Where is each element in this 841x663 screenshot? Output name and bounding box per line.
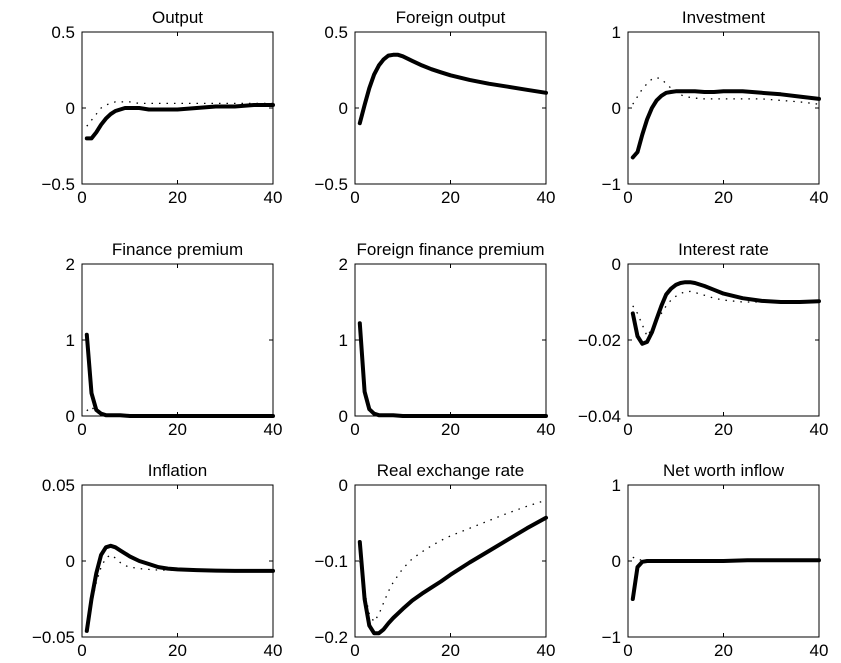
net-worth-inflow-ytick-label: −1 bbox=[602, 628, 621, 647]
inflation-solid-line bbox=[84, 543, 275, 633]
finance-premium-solid-line bbox=[84, 332, 275, 418]
inflation-ytick-label: −0.05 bbox=[32, 628, 75, 647]
interest-rate-xtick-label: 20 bbox=[714, 420, 733, 439]
interest-rate-ytick-label: −0.04 bbox=[578, 407, 621, 426]
finance-premium-ytick-label: 0 bbox=[66, 407, 75, 426]
investment-ytick-label: 0 bbox=[612, 99, 621, 118]
foreign-output-solid-line bbox=[357, 52, 548, 126]
output-solid-line bbox=[84, 103, 275, 141]
foreign-output-xtick-label: 0 bbox=[350, 188, 359, 207]
investment-xtick-label: 40 bbox=[810, 188, 829, 207]
investment-ytick-label: −1 bbox=[602, 175, 621, 194]
output-xtick-label: 40 bbox=[264, 188, 283, 207]
foreign-finance-premium-title: Foreign finance premium bbox=[356, 240, 544, 259]
foreign-output-title: Foreign output bbox=[396, 8, 506, 27]
foreign-finance-premium-ytick-label: 2 bbox=[339, 255, 348, 274]
panel-foreign-finance-premium: Foreign finance premium 0 20 40 0 1 2 bbox=[339, 240, 556, 439]
finance-premium-ytick-label: 2 bbox=[66, 255, 75, 274]
inflation-title: Inflation bbox=[148, 461, 208, 480]
foreign-output-ytick-label: 0 bbox=[339, 99, 348, 118]
interest-rate-title: Interest rate bbox=[678, 240, 769, 259]
real-exchange-rate-ytick-label: −0.2 bbox=[314, 628, 348, 647]
investment-solid-line bbox=[630, 89, 821, 160]
finance-premium-ytick-label: 1 bbox=[66, 331, 75, 350]
interest-rate-ytick-label: −0.02 bbox=[578, 331, 621, 350]
foreign-output-xtick-label: 20 bbox=[441, 188, 460, 207]
investment-axes-box bbox=[627, 31, 820, 185]
real-exchange-rate-solid-line bbox=[357, 515, 548, 636]
real-exchange-rate-xtick-label: 0 bbox=[350, 641, 359, 660]
investment-xtick-label: 20 bbox=[714, 188, 733, 207]
inflation-xtick-label: 40 bbox=[264, 641, 283, 660]
output-title: Output bbox=[152, 8, 203, 27]
real-exchange-rate-xtick-label: 40 bbox=[537, 641, 556, 660]
foreign-finance-premium-solid-line bbox=[357, 321, 548, 418]
net-worth-inflow-xtick-label: 20 bbox=[714, 641, 733, 660]
foreign-output-xtick-label: 40 bbox=[537, 188, 556, 207]
output-ytick-label: 0 bbox=[66, 99, 75, 118]
panel-finance-premium: Finance premium 0 20 40 0 1 2 bbox=[66, 240, 283, 439]
panel-real-exchange-rate: Real exchange rate 0 20 40 −0.2 −0.1 0 bbox=[314, 461, 555, 660]
inflation-ytick-label: 0.05 bbox=[42, 476, 75, 495]
net-worth-inflow-xtick-label: 40 bbox=[810, 641, 829, 660]
interest-rate-axes-box bbox=[627, 263, 820, 417]
foreign-output-ytick-label: 0.5 bbox=[324, 23, 348, 42]
inflation-ytick-label: 0 bbox=[66, 552, 75, 571]
net-worth-inflow-ytick-label: 1 bbox=[612, 476, 621, 495]
output-xtick-label: 0 bbox=[77, 188, 86, 207]
inflation-xtick-label: 20 bbox=[168, 641, 187, 660]
foreign-finance-premium-xtick-label: 0 bbox=[350, 420, 359, 439]
investment-xtick-label: 0 bbox=[623, 188, 632, 207]
foreign-finance-premium-xtick-label: 20 bbox=[441, 420, 460, 439]
net-worth-inflow-title: Net worth inflow bbox=[663, 461, 785, 480]
inflation-axes-box bbox=[81, 484, 274, 638]
interest-rate-ytick-label: 0 bbox=[612, 255, 621, 274]
net-worth-inflow-solid-line bbox=[630, 558, 821, 601]
real-exchange-rate-ytick-label: −0.1 bbox=[314, 552, 348, 571]
finance-premium-axes-box bbox=[81, 263, 274, 417]
interest-rate-xtick-label: 40 bbox=[810, 420, 829, 439]
real-exchange-rate-axes-box bbox=[354, 484, 547, 638]
output-ytick-label: 0.5 bbox=[51, 23, 75, 42]
foreign-finance-premium-ytick-label: 1 bbox=[339, 331, 348, 350]
interest-rate-xtick-label: 0 bbox=[623, 420, 632, 439]
panel-interest-rate: Interest rate 0 20 40 −0.04 −0.02 0 bbox=[578, 240, 828, 439]
net-worth-inflow-ytick-label: 0 bbox=[612, 552, 621, 571]
finance-premium-xtick-label: 40 bbox=[264, 420, 283, 439]
interest-rate-dotted-line bbox=[632, 290, 820, 338]
foreign-finance-premium-xtick-label: 40 bbox=[537, 420, 556, 439]
interest-rate-solid-line bbox=[630, 280, 821, 346]
investment-ytick-label: 1 bbox=[612, 23, 621, 42]
real-exchange-rate-xtick-label: 20 bbox=[441, 641, 460, 660]
output-dotted-line bbox=[86, 101, 273, 127]
output-ytick-label: −0.5 bbox=[41, 175, 75, 194]
finance-premium-xtick-label: 0 bbox=[77, 420, 86, 439]
investment-title: Investment bbox=[682, 8, 765, 27]
output-xtick-label: 20 bbox=[168, 188, 187, 207]
real-exchange-rate-ytick-label: 0 bbox=[339, 476, 348, 495]
foreign-output-ytick-label: −0.5 bbox=[314, 175, 348, 194]
foreign-output-axes-box bbox=[354, 31, 547, 185]
inflation-dotted-line bbox=[86, 554, 273, 629]
real-exchange-rate-title: Real exchange rate bbox=[377, 461, 524, 480]
foreign-finance-premium-ytick-label: 0 bbox=[339, 407, 348, 426]
finance-premium-xtick-label: 20 bbox=[168, 420, 187, 439]
finance-premium-title: Finance premium bbox=[112, 240, 243, 259]
foreign-finance-premium-axes-box bbox=[354, 263, 547, 417]
inflation-xtick-label: 0 bbox=[77, 641, 86, 660]
net-worth-inflow-xtick-label: 0 bbox=[623, 641, 632, 660]
